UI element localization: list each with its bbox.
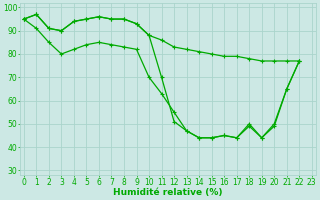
X-axis label: Humidité relative (%): Humidité relative (%) bbox=[113, 188, 222, 197]
